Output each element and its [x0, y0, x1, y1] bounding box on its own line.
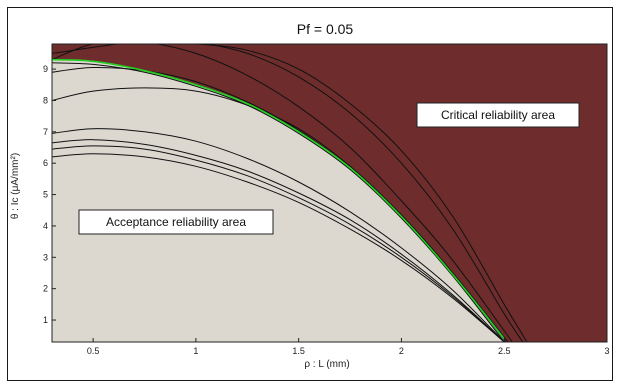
- y-tick-label: 2: [43, 284, 48, 294]
- y-axis-label: θ : Ic (μA/mm²): [10, 153, 21, 219]
- y-tick-label: 5: [43, 190, 48, 200]
- critical-area-label-box: Critical reliability area: [416, 102, 580, 128]
- y-tick-label: 6: [43, 158, 48, 168]
- x-axis-ticks: 0.5 1 1.5 2 2.5 3: [87, 338, 610, 356]
- y-tick-label: 4: [43, 221, 48, 231]
- series-curve-6: [52, 87, 509, 342]
- series-curve-2: [52, 44, 524, 342]
- y-tick-label: 7: [43, 127, 48, 137]
- plot-area: [51, 43, 608, 343]
- series-curve-8: [52, 139, 505, 342]
- series-curve-10: [52, 153, 505, 342]
- y-tick-label: 1: [43, 315, 48, 325]
- axes-frame: [51, 43, 608, 343]
- chart-title: Pf = 0.05: [297, 21, 354, 37]
- x-tick-label: 2.5: [498, 346, 511, 356]
- x-tick-label: 1: [193, 346, 198, 356]
- series-curve-3: [154, 44, 528, 342]
- series-curve-9: [52, 145, 505, 342]
- acceptance-region: [52, 59, 505, 342]
- x-axis-label: ρ : L (mm): [304, 359, 349, 370]
- acceptance-area-label: Acceptance reliability area: [106, 215, 246, 229]
- limit-boundary-curve: [52, 58, 505, 340]
- series-curve-1: [52, 44, 513, 342]
- acceptance-area-label-box: Acceptance reliability area: [78, 209, 274, 235]
- x-tick-label: 3: [604, 346, 609, 356]
- critical-area-label: Critical reliability area: [441, 108, 555, 122]
- y-axis-ticks: 1 2 3 4 5 6 7 8 9: [43, 64, 56, 325]
- x-tick-label: 1.5: [292, 346, 305, 356]
- y-tick-label: 9: [43, 64, 48, 74]
- y-tick-label: 3: [43, 252, 48, 262]
- x-tick-label: 0.5: [87, 346, 100, 356]
- y-tick-label: 8: [43, 95, 48, 105]
- series-curve-7: [52, 128, 505, 342]
- x-tick-label: 2: [399, 346, 404, 356]
